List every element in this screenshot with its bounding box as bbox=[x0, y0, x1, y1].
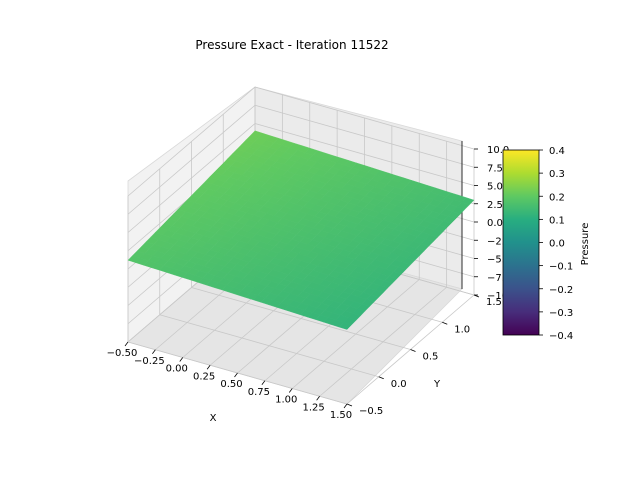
y-tick bbox=[346, 403, 353, 407]
x-tick bbox=[261, 380, 266, 385]
colorbar-ticks: −0.4 −0.3 −0.2 −0.1 0.0 0.1 0.2 0.3 0.4 bbox=[539, 146, 573, 342]
x-tick bbox=[234, 372, 238, 378]
y-axis-label: Y bbox=[433, 379, 441, 390]
z-tick-label: 0.0 bbox=[487, 218, 503, 229]
y-tick-label: −0.5 bbox=[359, 406, 383, 417]
x-axis-label: X bbox=[210, 413, 217, 424]
x-tick bbox=[316, 396, 320, 401]
z-tick-label: 5.0 bbox=[487, 182, 503, 193]
x-tick-label: 0.75 bbox=[248, 387, 270, 398]
colorbar-tick-label: 0.0 bbox=[549, 239, 565, 250]
colorbar: −0.4 −0.3 −0.2 −0.1 0.0 0.1 0.2 0.3 0.4 Pressure bbox=[502, 146, 591, 342]
side-grid-z bbox=[127, 123, 256, 233]
y-tick-label: 0.0 bbox=[391, 379, 407, 390]
colorbar-tick-label: 0.4 bbox=[549, 146, 565, 157]
y-tick bbox=[410, 349, 416, 352]
z-tick-label: −5.0 bbox=[487, 255, 511, 266]
x-axis-ticks: −0.50−0.250.00 0.25 0.50 0.75 1.00 1.25 1.50 bbox=[107, 341, 352, 421]
x-tick-label: 0.25 bbox=[193, 371, 215, 382]
z-tick-label: −2.5 bbox=[487, 236, 511, 247]
y-tick-label: 1.5 bbox=[486, 297, 502, 308]
x-tick-label: −0.25 bbox=[134, 356, 165, 367]
side-grid-z bbox=[127, 104, 256, 215]
colorbar-tick-label: −0.4 bbox=[549, 331, 573, 342]
back-grid-z bbox=[254, 104, 475, 168]
x-tick-label: 0.50 bbox=[220, 379, 242, 390]
colorbar-gradient bbox=[502, 149, 540, 336]
x-tick-label: 0.00 bbox=[166, 364, 188, 375]
colorbar-tick-label: 0.3 bbox=[549, 169, 565, 180]
y-tick bbox=[442, 321, 448, 325]
x-tick-label: 1.50 bbox=[330, 410, 352, 421]
surface-facet bbox=[338, 322, 352, 330]
x-tick bbox=[179, 357, 184, 362]
floor-grid-y bbox=[191, 287, 411, 350]
z-tick-label: −10.0 bbox=[487, 291, 518, 302]
z-axis-ticks: −10.0 −7.5 −5.0 −2.5 0.0 2.5 5.0 7.5 10.0 bbox=[461, 141, 518, 302]
colorbar-label: Pressure bbox=[580, 223, 591, 266]
z-tick-label: 10.0 bbox=[487, 145, 509, 156]
y-tick-label: 0.5 bbox=[423, 352, 439, 363]
colorbar-tick-label: 0.2 bbox=[549, 192, 565, 203]
x-tick-label: 1.25 bbox=[302, 402, 324, 413]
y-axis-ticks: −0.5 0.0 0.5 1.0 1.5 bbox=[346, 294, 502, 417]
floor-grid-y bbox=[159, 314, 379, 378]
x-tick bbox=[206, 365, 211, 370]
x-tick bbox=[343, 403, 348, 409]
pressure-surface bbox=[127, 130, 475, 330]
colorbar-tick-label: −0.2 bbox=[549, 285, 573, 296]
z-tick-label: 7.5 bbox=[487, 163, 503, 174]
y-tick bbox=[378, 376, 384, 380]
x-tick bbox=[288, 388, 293, 393]
x-tick bbox=[152, 349, 156, 354]
axes-3d: −0.50−0.250.00 0.25 0.50 0.75 1.00 1.25 1.50 −… bbox=[107, 86, 518, 424]
x-tick bbox=[124, 341, 129, 347]
z-tick-label: −7.5 bbox=[487, 273, 511, 284]
chart-title: Pressure Exact - Iteration 11522 bbox=[195, 38, 388, 52]
x-tick-label: −0.50 bbox=[107, 348, 138, 359]
colorbar-tick-label: −0.3 bbox=[549, 308, 573, 319]
colorbar-tick-label: −0.1 bbox=[549, 262, 573, 273]
back-grid-z bbox=[254, 86, 475, 150]
x-tick-label: 1.00 bbox=[275, 395, 297, 406]
back-grid-z bbox=[254, 123, 475, 186]
colorbar-tick-label: 0.1 bbox=[549, 215, 565, 226]
side-grid-z bbox=[127, 86, 256, 197]
y-tick-label: 1.0 bbox=[454, 324, 470, 335]
z-tick-label: 2.5 bbox=[487, 200, 503, 211]
